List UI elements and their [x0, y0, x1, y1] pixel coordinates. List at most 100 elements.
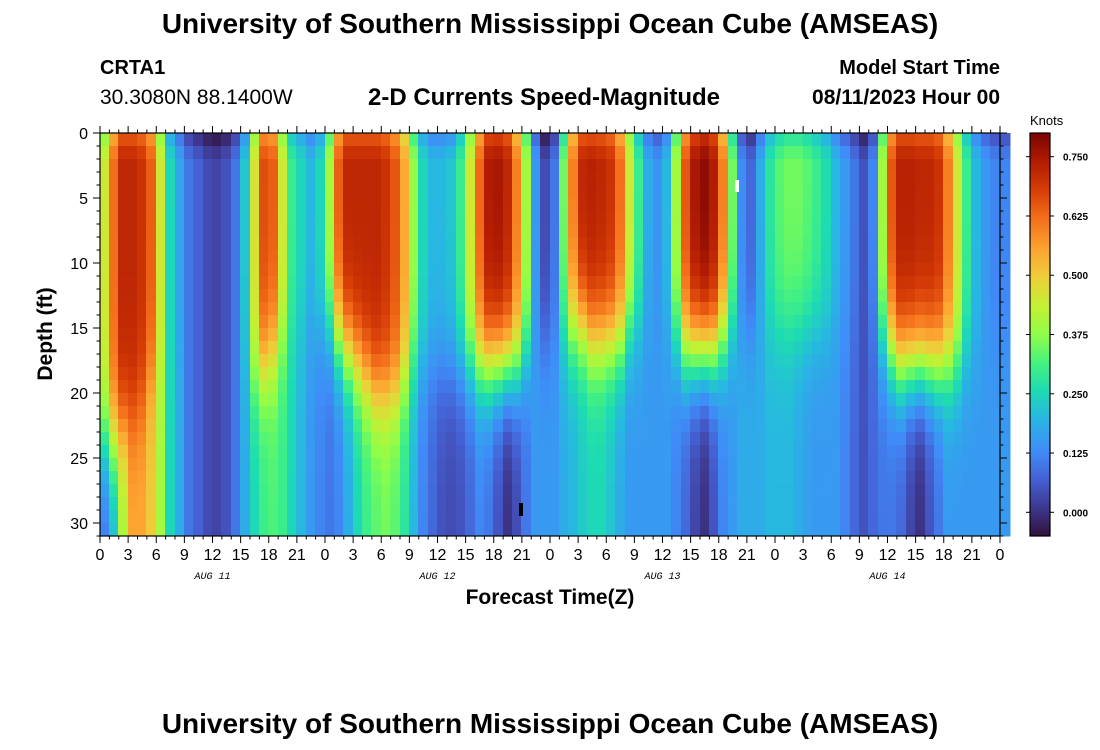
heatmap-cell	[184, 224, 195, 238]
heatmap-cell	[381, 380, 392, 394]
heatmap-cell	[878, 406, 889, 420]
heatmap-cell	[803, 393, 814, 407]
heatmap-cell	[709, 471, 720, 485]
heatmap-cell	[400, 172, 411, 186]
heatmap-cell	[709, 354, 720, 368]
heatmap-cell	[784, 237, 795, 251]
heatmap-cell	[756, 523, 767, 537]
heatmap-cell	[896, 289, 908, 303]
heatmap-cell	[353, 315, 364, 329]
heatmap-markers	[519, 180, 739, 516]
heatmap-cell	[690, 523, 701, 537]
heatmap-cell	[128, 393, 139, 407]
heatmap-cell	[137, 185, 148, 199]
heatmap-cell	[568, 497, 580, 511]
heatmap-cell	[381, 432, 392, 446]
heatmap-cell	[315, 458, 326, 472]
heatmap-cell	[212, 393, 223, 407]
heatmap-cell	[259, 341, 270, 355]
heatmap-cell	[231, 172, 242, 186]
heatmap-cell	[850, 289, 861, 303]
heatmap-cell	[306, 341, 317, 355]
heatmap-cell	[193, 302, 205, 316]
heatmap-cell	[803, 185, 814, 199]
heatmap-cell	[634, 406, 645, 420]
heatmap-cell	[540, 276, 551, 290]
heatmap-cell	[118, 445, 130, 459]
heatmap-cell	[643, 380, 655, 394]
plot-axes: 0 3 6 9 12 15 18 21 0 3 6 9 12 15 18 21 0 3 6 9 12 15 18 21 0 3 6 9…	[70, 126, 1007, 583]
heatmap-cell	[868, 484, 880, 498]
heatmap-cell	[896, 484, 908, 498]
heatmap-cell	[812, 458, 823, 472]
heatmap-cell	[934, 458, 945, 472]
heatmap-cell	[343, 523, 355, 537]
heatmap-cell	[878, 315, 889, 329]
heatmap-cell	[615, 146, 626, 160]
heatmap-cell	[390, 185, 401, 199]
heatmap-cell	[231, 211, 242, 225]
heatmap-cell	[653, 458, 664, 472]
heatmap-cell	[634, 185, 645, 199]
heatmap-cell	[390, 419, 401, 433]
heatmap-cell	[671, 471, 683, 485]
heatmap-cell	[465, 354, 476, 368]
heatmap-cell	[746, 497, 758, 511]
heatmap-cell	[315, 419, 326, 433]
heatmap-cell	[784, 185, 795, 199]
heatmap-cell	[990, 250, 1001, 264]
heatmap-cell	[953, 523, 964, 537]
heatmap-cell	[662, 159, 673, 173]
heatmap-cell	[418, 172, 430, 186]
heatmap-cell	[803, 289, 814, 303]
heatmap-cell	[990, 484, 1001, 498]
heatmap-cell	[109, 497, 120, 511]
heatmap-cell	[671, 523, 683, 537]
heatmap-cell	[428, 302, 439, 316]
heatmap-cell	[784, 211, 795, 225]
heatmap-cell	[812, 432, 823, 446]
heatmap-cell	[971, 315, 983, 329]
heatmap-cell	[840, 328, 851, 342]
heatmap-cell	[981, 393, 992, 407]
heatmap-cell	[775, 393, 786, 407]
x-tick-label: 0	[546, 547, 555, 564]
heatmap-cell	[343, 406, 355, 420]
heatmap-cell	[362, 159, 373, 173]
heatmap-cell	[943, 380, 955, 394]
heatmap-cell	[400, 432, 411, 446]
heatmap-cell	[315, 471, 326, 485]
heatmap-cell	[906, 211, 917, 225]
heatmap-cell	[165, 133, 176, 147]
heatmap-cell	[278, 289, 289, 303]
heatmap-cell	[821, 211, 833, 225]
heatmap-cell	[465, 276, 476, 290]
heatmap-cell	[165, 484, 176, 498]
heatmap-cell	[465, 172, 476, 186]
heatmap-cell	[925, 471, 936, 485]
heatmap-cell	[446, 146, 458, 160]
heatmap-cell	[568, 224, 580, 238]
heatmap-cell	[868, 289, 880, 303]
heatmap-cell	[456, 419, 467, 433]
heatmap-cell	[165, 172, 176, 186]
heatmap-cell	[540, 471, 551, 485]
heatmap-cell	[793, 185, 805, 199]
heatmap-cell	[775, 380, 786, 394]
heatmap-cell	[700, 367, 711, 381]
heatmap-cell	[184, 406, 195, 420]
heatmap-cell	[775, 354, 786, 368]
heatmap-cell	[896, 198, 908, 212]
heatmap-cell	[756, 263, 767, 277]
heatmap-cell	[193, 432, 205, 446]
heatmap-cell	[193, 484, 205, 498]
heatmap-cell	[325, 328, 336, 342]
heatmap-cell	[737, 432, 748, 446]
heatmap-cell	[587, 211, 598, 225]
heatmap-cell	[446, 198, 458, 212]
heatmap-cell	[109, 185, 120, 199]
heatmap-cell	[512, 393, 523, 407]
heatmap-cell	[184, 380, 195, 394]
heatmap-cell	[278, 484, 289, 498]
heatmap-cell	[165, 393, 176, 407]
